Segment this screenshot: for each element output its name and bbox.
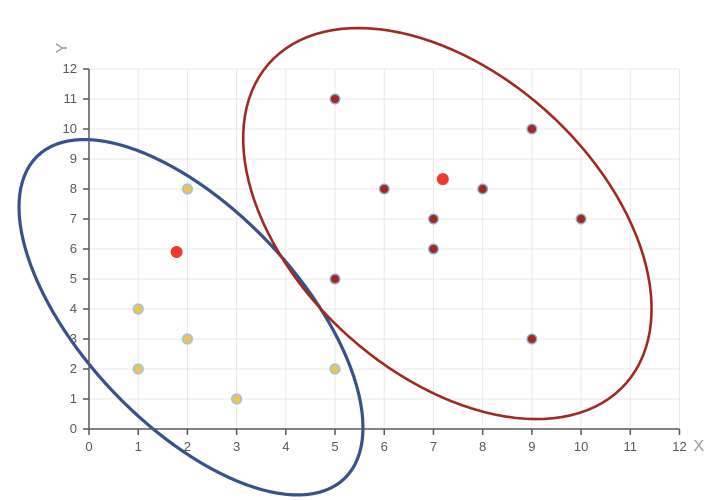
- svg-text:9: 9: [528, 439, 535, 454]
- svg-text:Y: Y: [54, 42, 71, 53]
- svg-text:3: 3: [233, 439, 240, 454]
- svg-text:1: 1: [135, 439, 142, 454]
- svg-text:12: 12: [63, 61, 77, 76]
- svg-text:11: 11: [624, 439, 638, 454]
- svg-text:5: 5: [331, 439, 338, 454]
- svg-text:5: 5: [70, 271, 77, 286]
- svg-text:2: 2: [70, 361, 77, 376]
- svg-text:6: 6: [70, 241, 77, 256]
- svg-text:7: 7: [430, 439, 437, 454]
- svg-text:8: 8: [479, 439, 486, 454]
- svg-text:10: 10: [574, 439, 588, 454]
- svg-text:3: 3: [70, 331, 77, 346]
- svg-text:6: 6: [381, 439, 388, 454]
- svg-text:1: 1: [70, 391, 77, 406]
- svg-text:10: 10: [63, 121, 77, 136]
- svg-text:X: X: [694, 438, 705, 455]
- svg-text:8: 8: [70, 181, 77, 196]
- svg-text:4: 4: [70, 301, 77, 316]
- svg-text:0: 0: [70, 421, 77, 436]
- svg-text:11: 11: [64, 91, 78, 106]
- svg-text:4: 4: [282, 439, 289, 454]
- svg-text:7: 7: [70, 211, 77, 226]
- svg-text:0: 0: [85, 439, 92, 454]
- svg-text:2: 2: [184, 439, 191, 454]
- svg-text:9: 9: [70, 151, 77, 166]
- svg-text:12: 12: [672, 439, 686, 454]
